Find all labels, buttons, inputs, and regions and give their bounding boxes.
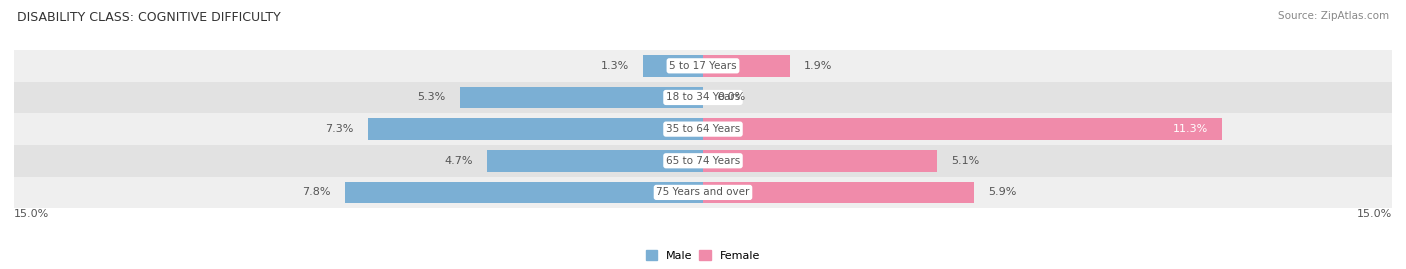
Text: 5.3%: 5.3% — [418, 93, 446, 102]
Bar — [14, 113, 1392, 145]
Bar — [14, 50, 1392, 82]
Text: 15.0%: 15.0% — [1357, 209, 1392, 219]
Legend: Male, Female: Male, Female — [641, 246, 765, 266]
Bar — [344, 182, 703, 203]
Text: 18 to 34 Years: 18 to 34 Years — [666, 93, 740, 102]
Text: Source: ZipAtlas.com: Source: ZipAtlas.com — [1278, 11, 1389, 21]
Text: 0.0%: 0.0% — [717, 93, 745, 102]
Bar — [460, 87, 703, 108]
Text: 5.9%: 5.9% — [988, 187, 1017, 197]
Bar — [14, 176, 1392, 208]
Text: 5.1%: 5.1% — [950, 156, 979, 166]
Text: 5 to 17 Years: 5 to 17 Years — [669, 61, 737, 71]
Text: 65 to 74 Years: 65 to 74 Years — [666, 156, 740, 166]
Text: 1.3%: 1.3% — [602, 61, 630, 71]
Bar — [14, 82, 1392, 113]
Bar — [703, 118, 1222, 140]
Text: 7.3%: 7.3% — [326, 124, 354, 134]
Text: 75 Years and over: 75 Years and over — [657, 187, 749, 197]
Bar — [644, 55, 703, 77]
Text: 11.3%: 11.3% — [1173, 124, 1208, 134]
Text: 35 to 64 Years: 35 to 64 Years — [666, 124, 740, 134]
Text: 1.9%: 1.9% — [804, 61, 832, 71]
Text: 7.8%: 7.8% — [302, 187, 330, 197]
Text: DISABILITY CLASS: COGNITIVE DIFFICULTY: DISABILITY CLASS: COGNITIVE DIFFICULTY — [17, 11, 281, 24]
Bar — [703, 182, 974, 203]
Bar — [486, 150, 703, 172]
Text: 15.0%: 15.0% — [14, 209, 49, 219]
Bar — [703, 55, 790, 77]
Bar — [703, 150, 938, 172]
Bar — [368, 118, 703, 140]
Bar — [14, 145, 1392, 176]
Text: 4.7%: 4.7% — [444, 156, 474, 166]
